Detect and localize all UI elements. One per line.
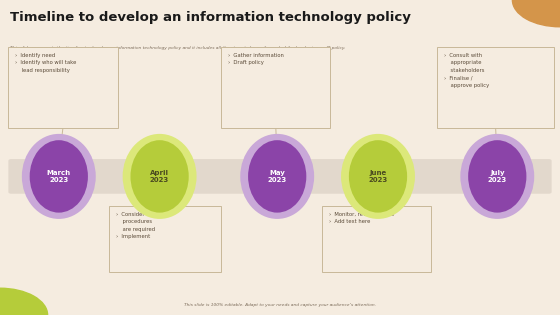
- FancyBboxPatch shape: [8, 47, 118, 128]
- Text: ›  Consult with
    appropriate
    stakeholders
›  Finalise /
    approve polic: › Consult with appropriate stakeholders …: [444, 53, 489, 88]
- Text: March
2023: March 2023: [46, 170, 71, 183]
- Ellipse shape: [349, 140, 407, 213]
- Ellipse shape: [130, 140, 189, 213]
- Ellipse shape: [30, 140, 88, 213]
- Circle shape: [0, 288, 48, 315]
- Text: ›  Gather information
›  Draft policy: › Gather information › Draft policy: [228, 53, 284, 65]
- Text: ›  Monitor, review, revise
›  Add text here: › Monitor, review, revise › Add text her…: [329, 212, 394, 224]
- Text: May
2023: May 2023: [268, 170, 287, 183]
- Ellipse shape: [123, 134, 197, 219]
- Text: This slide represents the timeline to develop an information technology policy a: This slide represents the timeline to de…: [10, 46, 346, 50]
- FancyBboxPatch shape: [8, 159, 552, 194]
- Ellipse shape: [341, 134, 415, 219]
- Ellipse shape: [22, 134, 96, 219]
- Text: Timeline to develop an information technology policy: Timeline to develop an information techn…: [10, 11, 411, 24]
- Text: ›  Identify need
›  Identify who will take
    lead responsibility: › Identify need › Identify who will take…: [15, 53, 77, 73]
- FancyBboxPatch shape: [437, 47, 554, 128]
- Ellipse shape: [468, 140, 526, 213]
- FancyBboxPatch shape: [322, 206, 431, 272]
- Text: This slide is 100% editable. Adapt to your needs and capture your audience’s att: This slide is 100% editable. Adapt to yo…: [184, 303, 376, 307]
- Text: June
2023: June 2023: [368, 170, 388, 183]
- Text: July
2023: July 2023: [488, 170, 507, 183]
- Text: April
2023: April 2023: [150, 170, 169, 183]
- FancyBboxPatch shape: [221, 47, 330, 128]
- Circle shape: [512, 0, 560, 27]
- Ellipse shape: [460, 134, 534, 219]
- FancyBboxPatch shape: [109, 206, 221, 272]
- Text: ›  Consider whether
    procedures
    are required
›  Implement: › Consider whether procedures are requir…: [116, 212, 168, 239]
- Ellipse shape: [248, 140, 306, 213]
- Ellipse shape: [240, 134, 314, 219]
